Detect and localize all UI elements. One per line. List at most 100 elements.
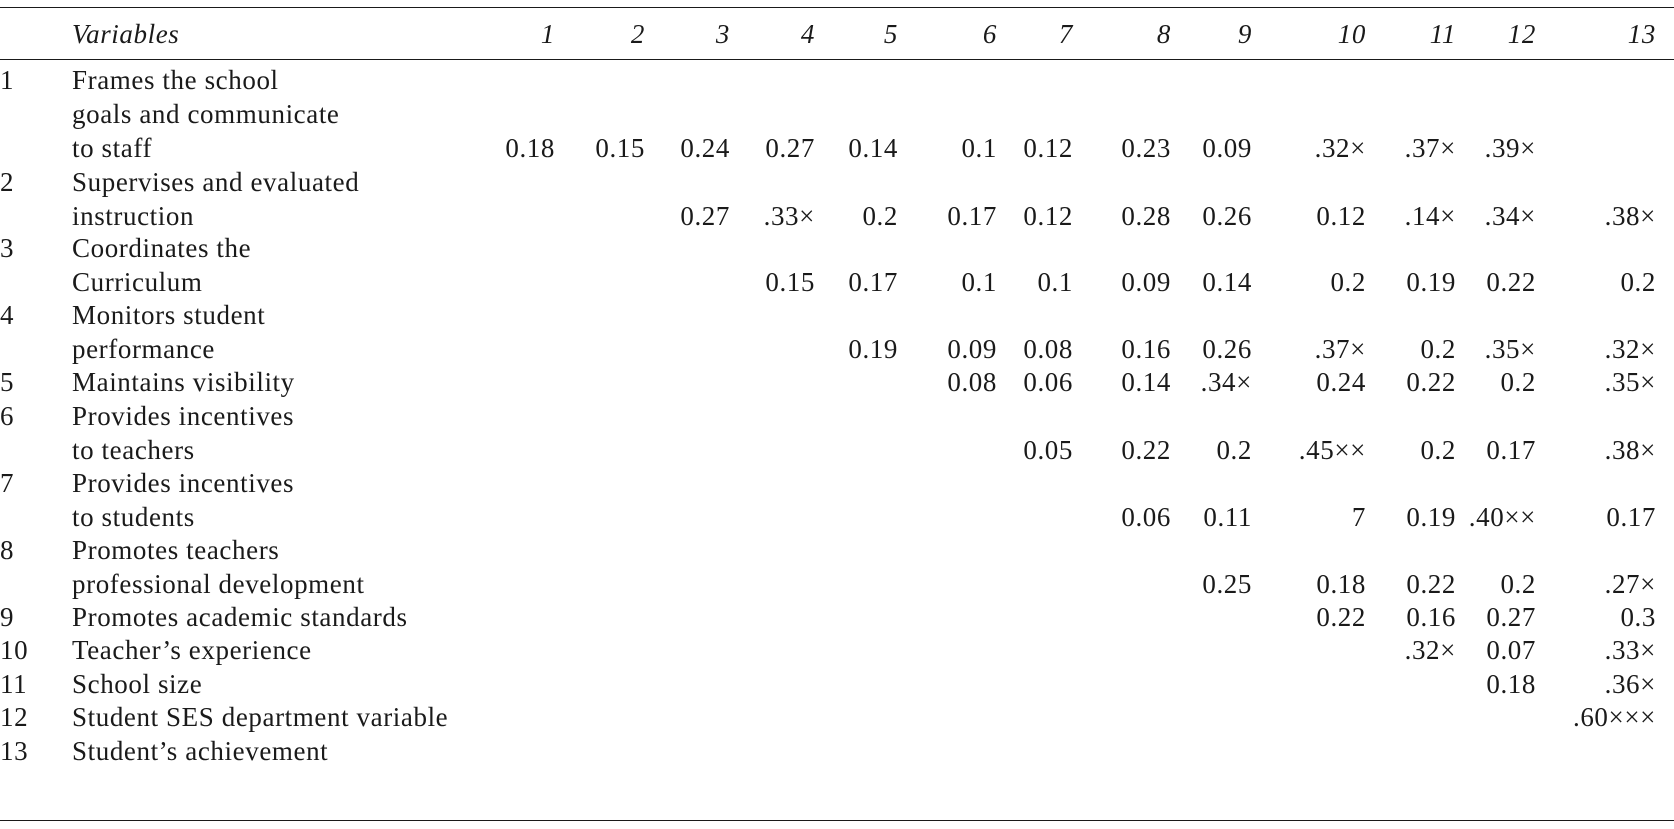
table-cell: 0.28 — [1121, 201, 1171, 231]
row-label-line: professional development — [72, 569, 365, 599]
header-col-4: 4 — [800, 19, 815, 49]
table-cell: 0.1 — [961, 267, 997, 297]
row-label-line: to students — [72, 502, 195, 532]
table-cell: .38× — [1604, 435, 1656, 465]
row-number: 6 — [0, 401, 15, 431]
row-label-line: Monitors student — [72, 300, 266, 330]
table-cell: .37× — [1314, 334, 1366, 364]
row-label-line: Promotes academic standards — [72, 602, 408, 632]
header-col-1: 1 — [540, 19, 555, 49]
table-cell: 0.22 — [1121, 435, 1171, 465]
header-variables: Variables — [72, 19, 180, 49]
row-number: 5 — [0, 367, 15, 397]
table-cell: 0.19 — [1406, 267, 1456, 297]
table-cell: 0.14 — [1121, 367, 1171, 397]
table-cell: .37× — [1404, 133, 1456, 163]
row-number: 2 — [0, 167, 15, 197]
header-col-6: 6 — [982, 19, 997, 49]
header-col-11: 11 — [1429, 19, 1456, 49]
header-col-8: 8 — [1156, 19, 1171, 49]
row-number: 12 — [0, 702, 29, 732]
table-cell: .33× — [1604, 635, 1656, 665]
table-cell: 0.2 — [862, 201, 898, 231]
row-label-line: Teacher’s experience — [72, 635, 312, 665]
table-cell: 0.15 — [765, 267, 815, 297]
table-cell: 0.27 — [765, 133, 815, 163]
table-cell: 0.18 — [1486, 669, 1536, 699]
row-label-line: performance — [72, 334, 216, 364]
header-col-13: 13 — [1627, 19, 1656, 49]
table-cell: 0.15 — [595, 133, 645, 163]
table-cell: .34× — [1200, 367, 1252, 397]
header-col-3: 3 — [715, 19, 730, 49]
header-col-7: 7 — [1058, 19, 1073, 49]
table-cell: .32× — [1604, 334, 1656, 364]
table-cell: .35× — [1484, 334, 1536, 364]
table-cell: 0.24 — [1316, 367, 1366, 397]
table-cell: .14× — [1404, 201, 1456, 231]
table-cell: 0.09 — [1202, 133, 1252, 163]
table-cell: 0.26 — [1202, 334, 1252, 364]
row-label-line: Supervises and evaluated — [72, 167, 360, 197]
table-cell: 0.2 — [1500, 569, 1536, 599]
table-cell: 0.2 — [1420, 435, 1456, 465]
row-label-line: to teachers — [72, 435, 195, 465]
row-label-line: Provides incentives — [72, 401, 295, 431]
table-cell: 0.18 — [505, 133, 555, 163]
table-cell: .35× — [1604, 367, 1656, 397]
row-number: 10 — [0, 635, 29, 665]
table-cell: 0.27 — [680, 201, 730, 231]
table-cell: 0.1 — [1037, 267, 1073, 297]
table-cell: 0.06 — [1121, 502, 1171, 532]
row-number: 9 — [0, 602, 15, 632]
table-cell: 0.09 — [1121, 267, 1171, 297]
table-cell: 0.18 — [1316, 569, 1366, 599]
header-col-10: 10 — [1337, 19, 1366, 49]
table-cell: 0.14 — [1202, 267, 1252, 297]
row-label-line: Provides incentives — [72, 468, 295, 498]
table-cell: 0.09 — [947, 334, 997, 364]
row-label-line: Student SES department variable — [72, 702, 449, 732]
row-label-line: to staff — [72, 133, 153, 163]
row-label-line: Student’s achievement — [72, 736, 329, 766]
row-number: 1 — [0, 65, 15, 95]
table-cell: 0.16 — [1406, 602, 1456, 632]
table-cell: 0.2 — [1420, 334, 1456, 364]
row-number: 7 — [0, 468, 15, 498]
table-cell: 0.22 — [1486, 267, 1536, 297]
table-cell: .27× — [1604, 569, 1656, 599]
table-top-rule — [0, 7, 1674, 8]
row-label-line: Promotes teachers — [72, 535, 280, 565]
table-cell: .32× — [1314, 133, 1366, 163]
header-col-5: 5 — [883, 19, 898, 49]
table-cell: .60××× — [1572, 702, 1656, 732]
table-bottom-rule — [0, 820, 1674, 821]
row-number: 4 — [0, 300, 15, 330]
table-cell: 0.11 — [1203, 502, 1252, 532]
table-cell: 0.12 — [1023, 133, 1073, 163]
table-cell: .33× — [763, 201, 815, 231]
row-number: 13 — [0, 736, 29, 766]
row-label-line: Coordinates the — [72, 233, 252, 263]
row-label-line: instruction — [72, 201, 195, 231]
row-number: 3 — [0, 233, 15, 263]
table-cell: 0.22 — [1406, 367, 1456, 397]
table-cell: 0.14 — [848, 133, 898, 163]
header-col-12: 12 — [1507, 19, 1536, 49]
table-cell: 0.19 — [848, 334, 898, 364]
row-number: 11 — [0, 669, 28, 699]
table-cell: 7 — [1351, 502, 1366, 532]
table-cell: 0.08 — [1023, 334, 1073, 364]
table-cell: .38× — [1604, 201, 1656, 231]
header-col-9: 9 — [1237, 19, 1252, 49]
table-cell: .39× — [1484, 133, 1536, 163]
table-cell: 0.25 — [1202, 569, 1252, 599]
table-cell: .45×× — [1298, 435, 1366, 465]
table-cell: 0.27 — [1486, 602, 1536, 632]
row-label-line: goals and communicate — [72, 99, 340, 129]
table-cell: 0.2 — [1330, 267, 1366, 297]
table-header-rule — [0, 59, 1674, 60]
table-cell: 0.3 — [1620, 602, 1656, 632]
table-cell: 0.23 — [1121, 133, 1171, 163]
